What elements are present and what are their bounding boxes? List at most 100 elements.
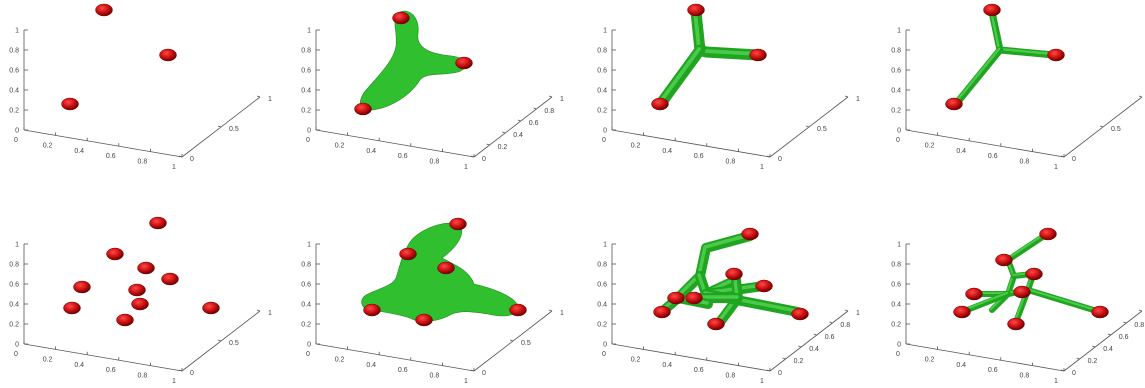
- z-tick-label: 0: [15, 342, 19, 349]
- y-tick-mark: [502, 131, 506, 134]
- z-tick-label: 0: [603, 128, 607, 135]
- z-tick-label: 0.8: [9, 48, 19, 55]
- terminal-point: [159, 48, 177, 62]
- terminal-point: [1091, 305, 1109, 319]
- scene: [361, 217, 527, 327]
- x-tick-label: 0.8: [726, 159, 736, 166]
- x-tick-label: 0: [306, 351, 310, 358]
- y-tick-mark: [470, 155, 475, 158]
- z-tick-label: 0.2: [891, 322, 901, 329]
- terminal-point: [651, 97, 669, 111]
- x-tick-label: 0.4: [956, 362, 966, 369]
- terminal-point: [687, 3, 705, 17]
- z-tick-label: 1: [897, 242, 901, 249]
- x-tick-label: 0.4: [662, 362, 672, 369]
- x-tick-label: 0.8: [138, 373, 148, 380]
- z-tick-label: 0.2: [891, 108, 901, 115]
- y-tick-label: 0: [190, 156, 194, 163]
- terminal-point: [1013, 285, 1031, 299]
- x-tick-label: 0.2: [335, 142, 345, 149]
- terminal-point: [363, 303, 381, 317]
- y-tick-label: 0.8: [840, 322, 850, 329]
- x-tick-label: 0.4: [74, 148, 84, 155]
- z-tick-label: 0.4: [597, 88, 607, 95]
- terminal-point: [653, 305, 671, 319]
- y-tick-mark: [782, 357, 786, 360]
- y-tick-label: 0.2: [1088, 358, 1098, 365]
- x-tick-label: 1: [172, 378, 176, 385]
- z-tick-label: 0.2: [9, 108, 19, 115]
- terminal-point: [449, 217, 467, 231]
- z-tick-label: 0.4: [301, 302, 311, 309]
- terminal-point: [725, 267, 743, 281]
- y-tick-label: 0: [190, 370, 194, 377]
- z-tick-label: 0.6: [301, 68, 311, 75]
- x-axis: [23, 343, 183, 372]
- scene: [953, 227, 1109, 331]
- x-axis: [23, 129, 183, 158]
- z-tick-label: 0.8: [891, 262, 901, 269]
- y-tick-mark: [1138, 309, 1143, 312]
- x-tick-label: 0: [896, 351, 900, 358]
- axes: 0 0.2 0.4 0.6 0.8 1 0 0.2 0.4 0.6 0.8 1 0 0.2 0.4 0.6 0.…: [301, 28, 564, 172]
- y-tick-mark: [844, 309, 849, 312]
- x-tick-label: 0.6: [106, 153, 116, 160]
- y-tick-label: 0.4: [513, 132, 523, 139]
- z-tick-label: 0: [15, 128, 19, 135]
- y-tick-mark: [178, 369, 183, 372]
- y-tick-label: 0.2: [498, 144, 508, 151]
- x-tick-label: 0.4: [74, 362, 84, 369]
- x-tick-label: 0: [602, 351, 606, 358]
- x-tick-label: 0.6: [694, 153, 704, 160]
- z-tick-label: 0.4: [597, 302, 607, 309]
- z-tick-label: 0: [897, 342, 901, 349]
- x-axis: [611, 343, 771, 372]
- z-tick-label: 1: [307, 28, 311, 35]
- terminal-point: [749, 48, 767, 62]
- y-tick-mark: [178, 155, 183, 158]
- terminal-point: [791, 307, 809, 321]
- z-tick-label: 0: [307, 342, 311, 349]
- z-tick-label: 0: [897, 128, 901, 135]
- x-tick-label: 0.4: [662, 148, 672, 155]
- z-tick-label: 1: [15, 242, 19, 249]
- y-tick-mark: [533, 107, 537, 110]
- y-tick-mark: [548, 309, 553, 312]
- x-tick-label: 0.8: [1020, 159, 1030, 166]
- terminal-point: [131, 297, 149, 311]
- x-tick-label: 0.4: [366, 362, 376, 369]
- axes: 0 0.2 0.4 0.6 0.8 1 0 0.2 0.4 0.6 0.8 1 0 0.5 1: [9, 28, 272, 172]
- z-tick-label: 0: [307, 128, 311, 135]
- y-tick-label: 0: [482, 370, 486, 377]
- z-tick-label: 0.6: [9, 282, 19, 289]
- x-tick-label: 0.2: [925, 356, 935, 363]
- y-tick-mark: [1123, 321, 1127, 324]
- axes: 0 0.2 0.4 0.6 0.8 1 0 0.2 0.4 0.6 0.8 1 0 0.2 0.4 0.6 0.…: [891, 242, 1144, 386]
- x-tick-label: 0: [896, 137, 900, 144]
- x-tick-label: 1: [760, 164, 764, 171]
- terminal-point: [755, 279, 773, 293]
- z-tick-label: 0.8: [597, 262, 607, 269]
- y-tick-label: 0: [1072, 156, 1076, 163]
- terminal-point: [437, 261, 455, 275]
- scene: [653, 227, 809, 331]
- terminal-point: [161, 272, 179, 286]
- z-tick-label: 0.2: [301, 322, 311, 329]
- x-tick-label: 0.6: [398, 153, 408, 160]
- y-tick-label: 0.6: [529, 120, 539, 127]
- terminal-point: [509, 303, 527, 317]
- x-tick-label: 0.2: [631, 356, 641, 363]
- terminal-point: [707, 317, 725, 331]
- y-axis: [1063, 310, 1143, 372]
- steiner-tube-highlight: [659, 47, 701, 103]
- z-tick-label: 0.6: [597, 282, 607, 289]
- terminal-point: [741, 227, 759, 241]
- terminal-point: [415, 313, 433, 327]
- y-tick-mark: [517, 119, 521, 122]
- terminal-point: [116, 313, 134, 327]
- y-tick-label: 0.5: [817, 126, 827, 133]
- x-tick-label: 1: [464, 164, 468, 171]
- x-tick-label: 0: [602, 137, 606, 144]
- y-tick-mark: [217, 125, 222, 128]
- terminal-point: [965, 287, 983, 301]
